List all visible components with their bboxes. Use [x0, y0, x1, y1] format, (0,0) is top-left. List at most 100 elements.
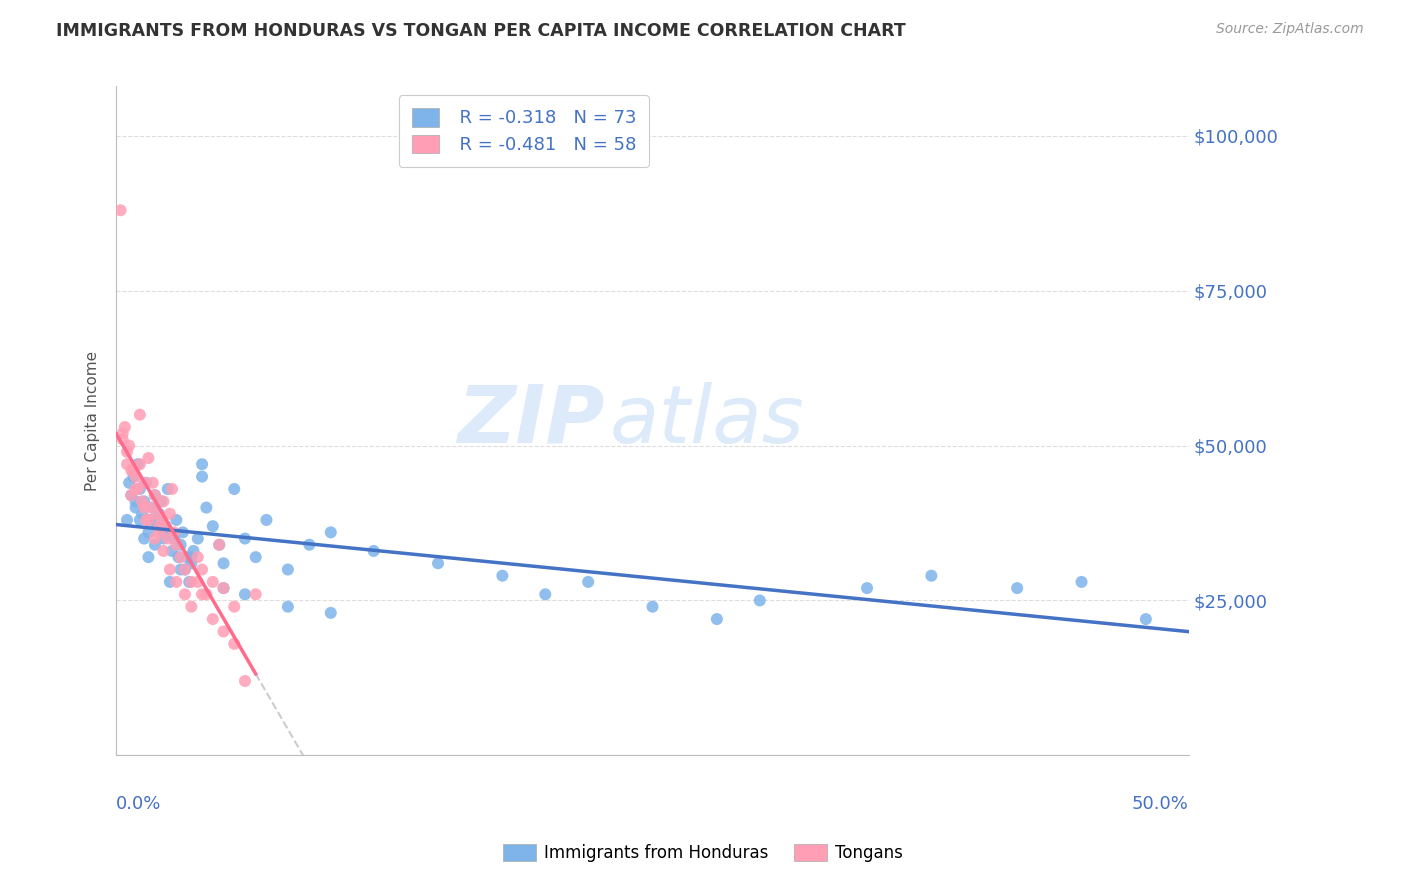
Point	[1135, 612, 1157, 626]
Point	[124, 482, 146, 496]
Point	[127, 457, 149, 471]
Point	[212, 557, 235, 571]
Point	[135, 513, 157, 527]
Point	[180, 557, 202, 571]
Point	[208, 538, 231, 552]
Point	[187, 532, 209, 546]
Point	[169, 550, 191, 565]
Point	[114, 420, 136, 434]
Point	[165, 538, 187, 552]
Point	[174, 562, 197, 576]
Point	[319, 525, 342, 540]
Point	[174, 587, 197, 601]
Point	[124, 494, 146, 508]
Point	[245, 550, 267, 565]
Point	[120, 488, 142, 502]
Point	[163, 525, 186, 540]
Point	[146, 507, 169, 521]
Point	[148, 513, 170, 527]
Point	[641, 599, 664, 614]
Point	[180, 599, 202, 614]
Point	[224, 637, 246, 651]
Point	[156, 532, 179, 546]
Point	[122, 463, 145, 477]
Point	[160, 482, 183, 496]
Point	[131, 494, 153, 508]
Point	[142, 475, 165, 490]
Point	[427, 557, 450, 571]
Point	[138, 525, 160, 540]
Point	[208, 538, 231, 552]
Point	[143, 488, 166, 502]
Point	[254, 513, 277, 527]
Point	[143, 532, 166, 546]
Point	[706, 612, 728, 626]
Point	[143, 538, 166, 552]
Point	[172, 525, 194, 540]
Point	[191, 469, 214, 483]
Point	[169, 562, 191, 576]
Text: 0.0%: 0.0%	[117, 796, 162, 814]
Point	[128, 513, 150, 527]
Point	[167, 550, 190, 565]
Point	[115, 513, 138, 527]
Point	[148, 519, 170, 533]
Point	[277, 562, 299, 576]
Point	[138, 513, 160, 527]
Point	[187, 574, 209, 589]
Legend:   R = -0.318   N = 73,   R = -0.481   N = 58: R = -0.318 N = 73, R = -0.481 N = 58	[399, 95, 648, 167]
Y-axis label: Per Capita Income: Per Capita Income	[86, 351, 100, 491]
Point	[134, 532, 156, 546]
Point	[195, 587, 218, 601]
Text: ZIP: ZIP	[457, 382, 605, 460]
Point	[139, 500, 162, 515]
Point	[148, 507, 170, 521]
Point	[155, 519, 177, 533]
Point	[138, 550, 160, 565]
Point	[115, 445, 138, 459]
Point	[128, 408, 150, 422]
Point	[152, 494, 174, 508]
Point	[152, 544, 174, 558]
Point	[111, 426, 134, 441]
Point	[127, 482, 149, 496]
Point	[120, 488, 142, 502]
Point	[201, 612, 224, 626]
Point	[118, 475, 141, 490]
Point	[148, 525, 170, 540]
Point	[233, 587, 256, 601]
Point	[856, 581, 879, 595]
Point	[212, 624, 235, 639]
Point	[159, 525, 181, 540]
Point	[212, 581, 235, 595]
Point	[142, 500, 165, 515]
Point	[191, 587, 214, 601]
Point	[201, 519, 224, 533]
Point	[748, 593, 770, 607]
Point	[152, 532, 174, 546]
Legend: Immigrants from Honduras, Tongans: Immigrants from Honduras, Tongans	[495, 836, 911, 871]
Point	[233, 673, 256, 688]
Point	[150, 494, 173, 508]
Point	[176, 550, 198, 565]
Point	[134, 475, 156, 490]
Point	[920, 568, 942, 582]
Point	[1005, 581, 1028, 595]
Point	[138, 450, 160, 465]
Point	[1070, 574, 1092, 589]
Point	[187, 550, 209, 565]
Point	[165, 574, 187, 589]
Point	[534, 587, 557, 601]
Point	[156, 482, 179, 496]
Point	[224, 482, 246, 496]
Point	[152, 525, 174, 540]
Point	[159, 574, 181, 589]
Point	[155, 519, 177, 533]
Text: Source: ZipAtlas.com: Source: ZipAtlas.com	[1216, 22, 1364, 37]
Point	[163, 532, 186, 546]
Point	[191, 457, 214, 471]
Point	[124, 469, 146, 483]
Point	[165, 513, 187, 527]
Point	[179, 574, 201, 589]
Text: IMMIGRANTS FROM HONDURAS VS TONGAN PER CAPITA INCOME CORRELATION CHART: IMMIGRANTS FROM HONDURAS VS TONGAN PER C…	[56, 22, 905, 40]
